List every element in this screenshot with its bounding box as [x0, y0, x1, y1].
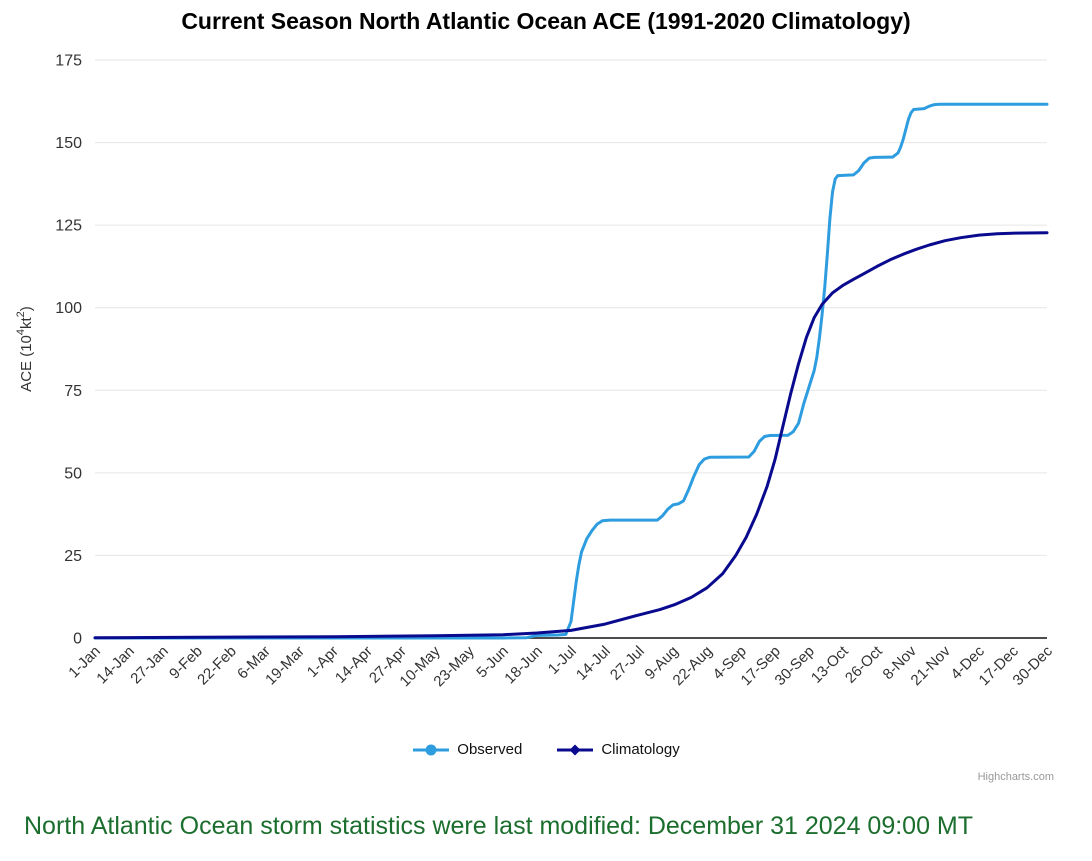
legend-label-observed: Observed — [457, 741, 523, 758]
y-tick-label: 150 — [55, 135, 82, 152]
legend-item-climatology[interactable]: Climatology — [556, 741, 680, 758]
x-tick-label: 26-Oct — [842, 642, 886, 686]
highcharts-credit-link[interactable]: Highcharts.com — [977, 771, 1054, 783]
x-tick-label: 19-Mar — [262, 643, 308, 689]
y-tick-label: 0 — [73, 631, 82, 648]
chart-title: Current Season North Atlantic Ocean ACE … — [181, 8, 911, 34]
x-tick-label: 14-Apr — [332, 643, 376, 687]
series-line-observed[interactable] — [93, 102, 1049, 640]
x-tick-label: 21-Nov — [908, 642, 955, 689]
y-tick-label: 100 — [55, 300, 82, 317]
x-tick-label: 18-Jun — [501, 643, 545, 687]
x-tick-label: 27-Jan — [127, 643, 171, 687]
observed-line-circle-icon — [413, 744, 450, 755]
x-tick-label: 13-Oct — [808, 642, 852, 686]
plot-area: 02550751001251501751-Jan14-Jan27-Jan9-Fe… — [15, 53, 1057, 691]
x-tick-label: 27-Jul — [607, 643, 648, 684]
x-tick-label: 14-Jan — [93, 643, 137, 687]
legend: Observed Climatology — [0, 741, 1092, 758]
x-tick-label: 22-Feb — [194, 643, 240, 689]
y-tick-label: 125 — [55, 218, 82, 235]
x-tick-label: 30-Dec — [1010, 642, 1057, 689]
climatology-line-diamond-icon — [557, 744, 594, 755]
series-line-climatology[interactable] — [93, 231, 1049, 640]
y-tick-label: 75 — [64, 383, 82, 400]
y-tick-label: 50 — [64, 465, 82, 482]
footer-note: North Atlantic Ocean storm statistics we… — [24, 812, 974, 840]
x-tick-label: 14-Jul — [573, 643, 614, 684]
y-tick-label: 175 — [55, 53, 82, 70]
legend-label-climatology: Climatology — [601, 741, 680, 758]
legend-item-observed[interactable]: Observed — [412, 741, 522, 758]
y-tick-label: 25 — [64, 548, 82, 565]
y-axis-title: ACE (104kt2) — [15, 306, 35, 392]
